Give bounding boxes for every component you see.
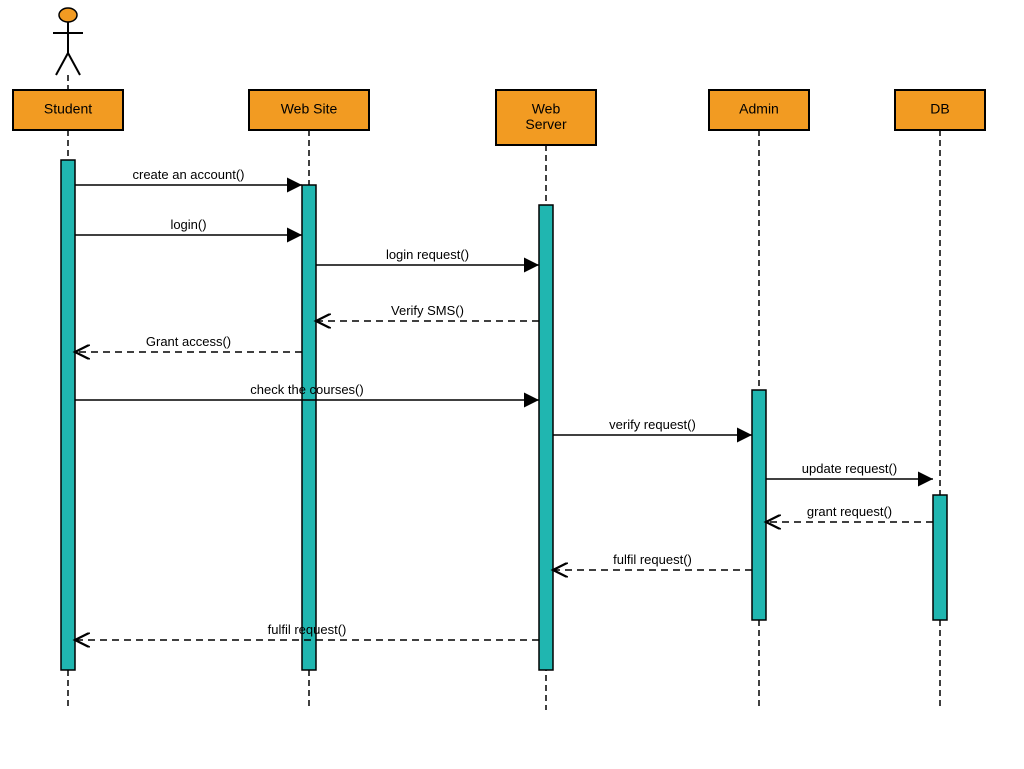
activation-bar <box>61 160 75 670</box>
message-label: grant request() <box>807 504 892 519</box>
message-label: verify request() <box>609 417 696 432</box>
participant-label: Student <box>44 101 92 117</box>
message-label: login request() <box>386 247 469 262</box>
activation-bar <box>933 495 947 620</box>
message-label: check the courses() <box>250 382 363 397</box>
message-label: fulfil request() <box>268 622 347 637</box>
activation-bar <box>302 185 316 670</box>
participant-label: Web Site <box>281 101 338 117</box>
participant-label: Web <box>532 101 561 117</box>
participant-label: DB <box>930 101 949 117</box>
message-label: create an account() <box>132 167 244 182</box>
sequence-diagram: Student Web Site WebServer Admin DB create an… <box>0 0 1024 769</box>
participant-label: Admin <box>739 101 779 117</box>
message-label: login() <box>170 217 206 232</box>
actor-head-icon <box>59 8 77 22</box>
message-label: Grant access() <box>146 334 231 349</box>
activation-bar <box>539 205 553 670</box>
activation-bar <box>752 390 766 620</box>
message-label: Verify SMS() <box>391 303 464 318</box>
participant-label: Server <box>525 116 567 132</box>
message-label: update request() <box>802 461 897 476</box>
message-label: fulfil request() <box>613 552 692 567</box>
